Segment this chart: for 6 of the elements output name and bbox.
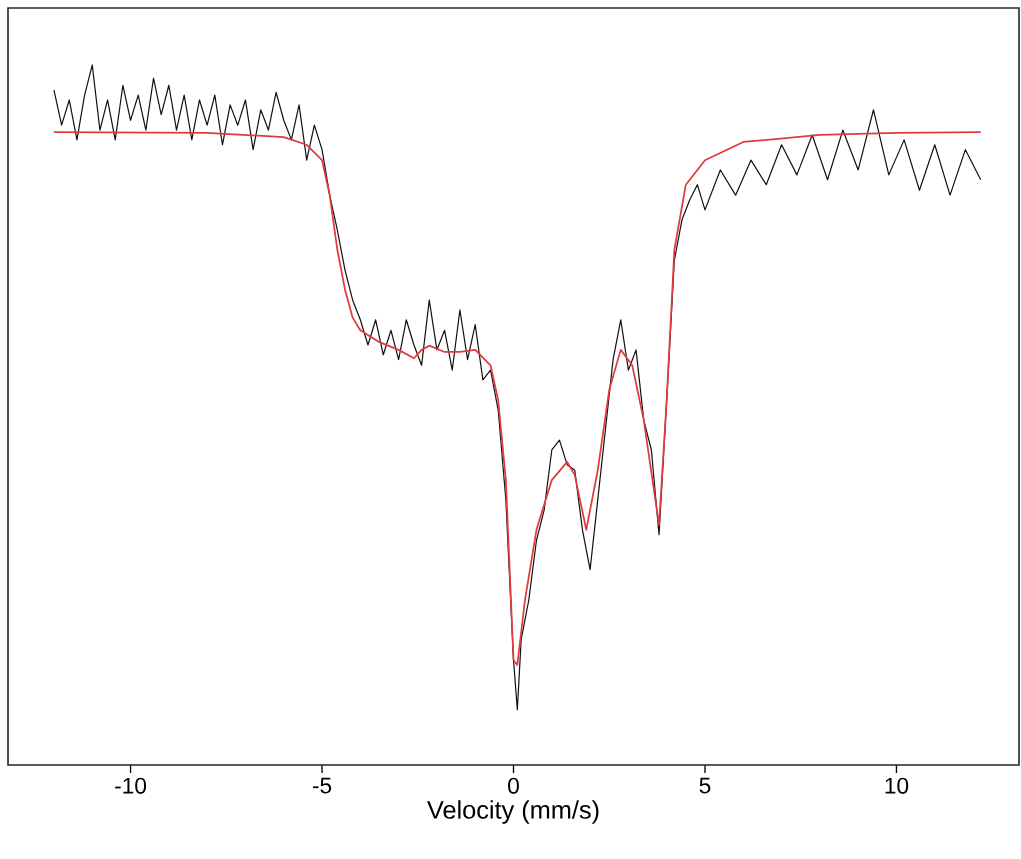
x-tick-label: -10 xyxy=(115,777,147,794)
x-axis-title: Velocity (mm/s) xyxy=(427,800,599,824)
x-tick-label: -5 xyxy=(312,777,332,794)
x-tick-label: 0 xyxy=(508,777,519,794)
x-tick-label: 10 xyxy=(885,777,909,794)
x-tick-label: 5 xyxy=(699,777,711,794)
